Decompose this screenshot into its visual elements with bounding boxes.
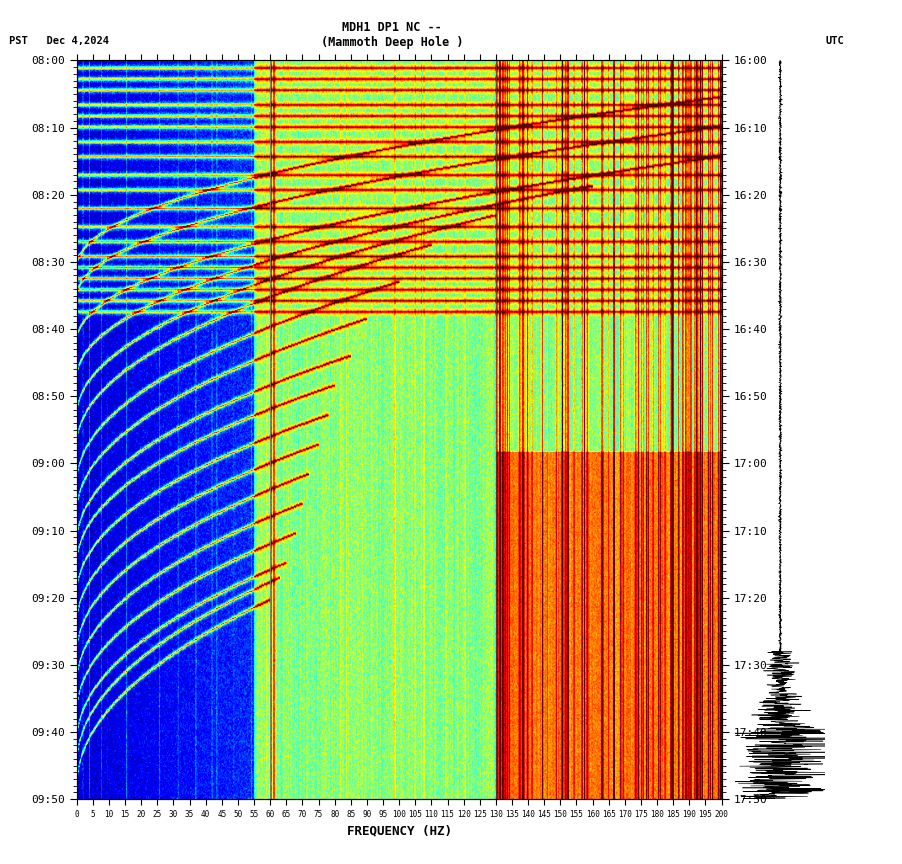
Text: UTC: UTC [825, 36, 844, 47]
X-axis label: FREQUENCY (HZ): FREQUENCY (HZ) [346, 824, 452, 837]
Text: MDH1 DP1 NC --: MDH1 DP1 NC -- [343, 21, 442, 34]
Text: PST   Dec 4,2024: PST Dec 4,2024 [9, 36, 109, 47]
Text: (Mammoth Deep Hole ): (Mammoth Deep Hole ) [321, 36, 464, 49]
